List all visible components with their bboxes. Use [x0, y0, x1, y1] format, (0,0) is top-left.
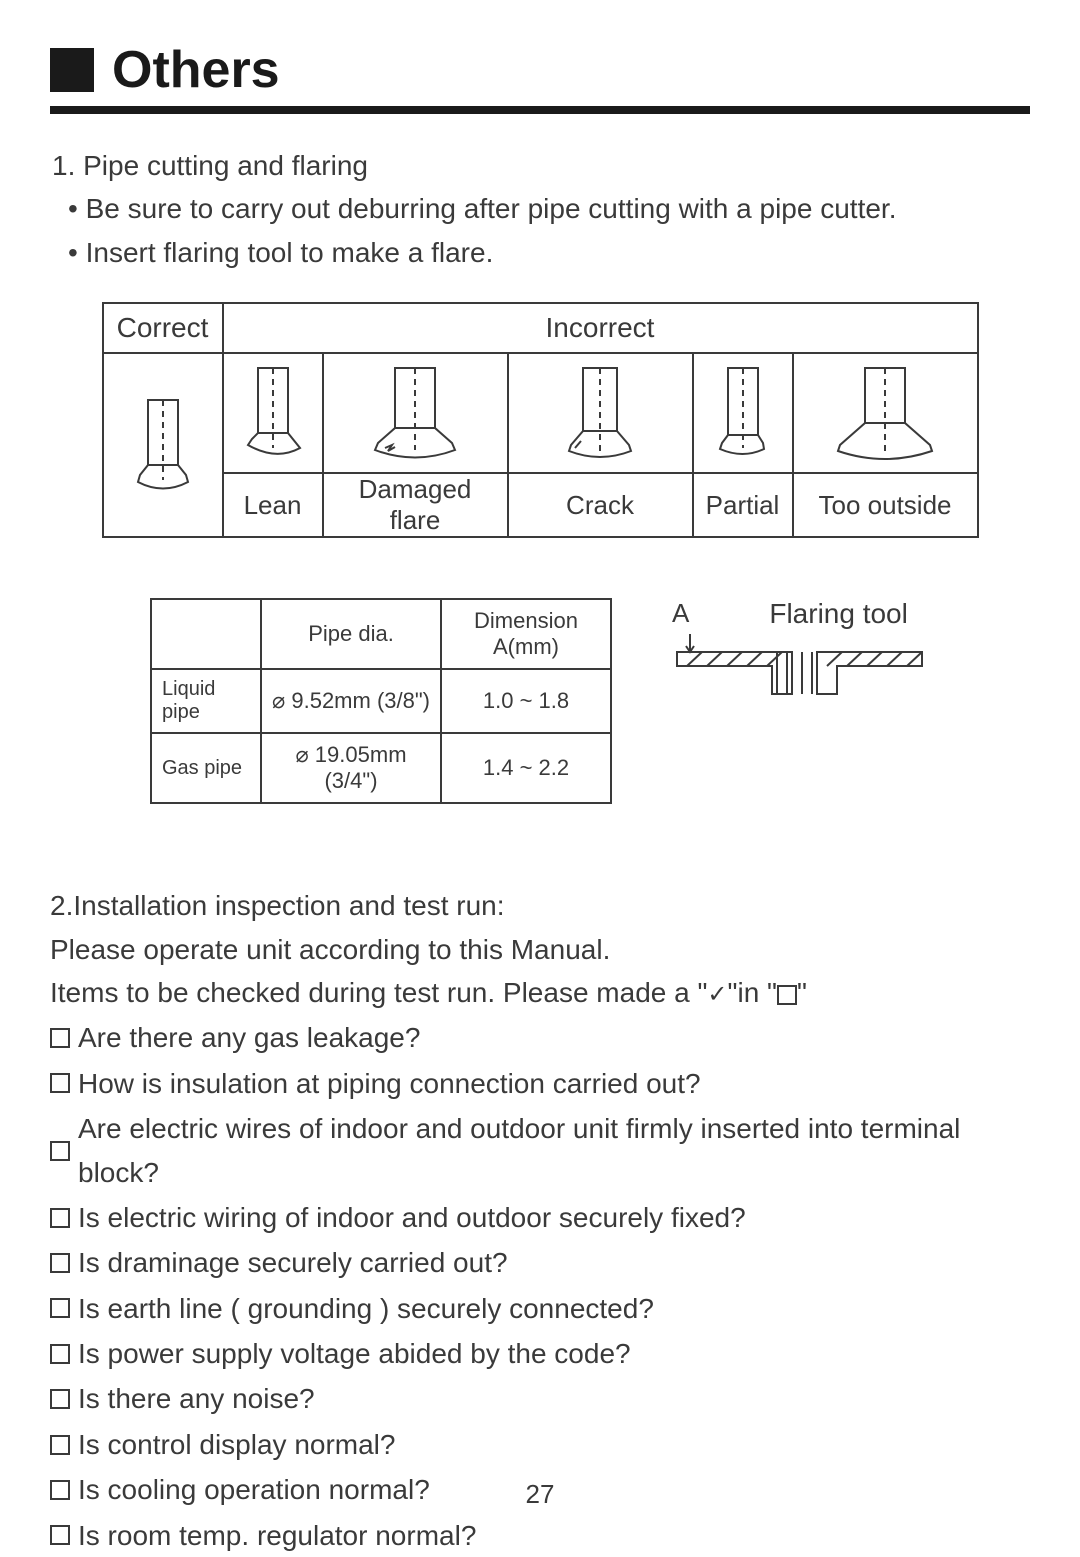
damaged-flare-cell: [323, 353, 508, 473]
flaring-tool-block: A Flaring tool: [672, 598, 962, 709]
checklist-item: Is earth line ( grounding ) securely con…: [50, 1287, 1030, 1330]
checklist-item-text: Is draminage securely carried out?: [78, 1241, 508, 1284]
checklist-item-text: Is there any noise?: [78, 1377, 315, 1420]
caption-partial: Partial: [693, 473, 793, 537]
section2-line1: Please operate unit according to this Ma…: [50, 928, 1030, 971]
checkbox-icon: [50, 1208, 70, 1228]
checklist-item: Is draminage securely carried out?: [50, 1241, 1030, 1284]
correct-flare-icon: [128, 395, 198, 495]
caption-too-outside: Too outside: [793, 473, 978, 537]
sample-checkbox-icon: [777, 985, 797, 1005]
flaring-tool-icon: [672, 634, 962, 704]
too-outside-flare-cell: [793, 353, 978, 473]
checkbox-icon: [50, 1435, 70, 1455]
dim-a-header: Dimension A(mm): [441, 599, 611, 669]
crack-flare-icon: [555, 363, 645, 463]
checklist-item-text: Is electric wiring of indoor and outdoor…: [78, 1196, 746, 1239]
section-title: Others: [112, 40, 280, 100]
checklist-item-text: Are electric wires of indoor and outdoor…: [78, 1107, 1030, 1194]
checkbox-icon: [50, 1389, 70, 1409]
lean-flare-cell: [223, 353, 323, 473]
too-outside-flare-icon: [830, 363, 940, 463]
crack-flare-cell: [508, 353, 693, 473]
header-bullet-square: [50, 48, 94, 92]
dim-row1-dim: 1.4 ~ 2.2: [441, 733, 611, 803]
checklist-item-text: How is insulation at piping connection c…: [78, 1062, 701, 1105]
partial-flare-icon: [708, 363, 778, 463]
section1-title: 1. Pipe cutting and flaring: [52, 144, 1030, 187]
checklist-item-text: Is room temp. regulator normal?: [78, 1514, 476, 1557]
checkbox-icon: [50, 1525, 70, 1545]
correct-header: Correct: [103, 303, 223, 353]
dimension-table: Pipe dia. Dimension A(mm) Liquid pipe ⌀ …: [150, 598, 612, 804]
checkbox-icon: [50, 1298, 70, 1318]
dim-row1-name: Gas pipe: [151, 733, 261, 803]
flare-comparison-table: Correct Incorrect: [102, 302, 979, 538]
checklist-container: Are there any gas leakage?How is insulat…: [50, 1016, 1030, 1557]
dim-row0-name: Liquid pipe: [151, 669, 261, 733]
correct-flare-cell: [103, 353, 223, 537]
section2-line2b: "in ": [728, 977, 777, 1008]
partial-flare-cell: [693, 353, 793, 473]
flaring-a-label: A: [672, 598, 689, 629]
lean-flare-icon: [238, 363, 308, 463]
section1-bullet1: • Be sure to carry out deburring after p…: [68, 187, 1030, 230]
section1-bullet2: • Insert flaring tool to make a flare.: [68, 231, 1030, 274]
header-rule: [50, 106, 1030, 114]
section1-block: 1. Pipe cutting and flaring • Be sure to…: [50, 144, 1030, 274]
dim-row0-dim: 1.0 ~ 1.8: [441, 669, 611, 733]
checklist-item-text: Is power supply voltage abided by the co…: [78, 1332, 631, 1375]
dim-row1-dia: ⌀ 19.05mm (3/4"): [261, 733, 441, 803]
checkbox-icon: [50, 1073, 70, 1093]
dim-row0-dia: ⌀ 9.52mm (3/8"): [261, 669, 441, 733]
checkbox-icon: [50, 1028, 70, 1048]
checklist-section: 2.Installation inspection and test run: …: [50, 884, 1030, 1557]
incorrect-header: Incorrect: [223, 303, 978, 353]
checklist-item: Is control display normal?: [50, 1423, 1030, 1466]
checklist-item: Is there any noise?: [50, 1377, 1030, 1420]
checklist-item: Is electric wiring of indoor and outdoor…: [50, 1196, 1030, 1239]
section1-bullet1-text: Be sure to carry out deburring after pip…: [86, 193, 897, 224]
page-number: 27: [0, 1479, 1080, 1510]
caption-lean: Lean: [223, 473, 323, 537]
section2-line2c: ": [797, 977, 807, 1008]
checkbox-icon: [50, 1344, 70, 1364]
section1-bullet2-text: Insert flaring tool to make a flare.: [86, 237, 494, 268]
dim-pipe-header: Pipe dia.: [261, 599, 441, 669]
damaged-flare-icon: [360, 363, 470, 463]
checklist-item: Is power supply voltage abided by the co…: [50, 1332, 1030, 1375]
section2-line2: Items to be checked during test run. Ple…: [50, 971, 1030, 1014]
section2-line2a: Items to be checked during test run. Ple…: [50, 977, 707, 1008]
caption-damaged: Damaged flare: [323, 473, 508, 537]
checklist-item-text: Is earth line ( grounding ) securely con…: [78, 1287, 654, 1330]
dim-empty-header: [151, 599, 261, 669]
checklist-item: Are electric wires of indoor and outdoor…: [50, 1107, 1030, 1194]
checklist-item-text: Is control display normal?: [78, 1423, 395, 1466]
section2-title: 2.Installation inspection and test run:: [50, 884, 1030, 927]
caption-crack: Crack: [508, 473, 693, 537]
checkbox-icon: [50, 1141, 70, 1161]
checklist-item: Is room temp. regulator normal?: [50, 1514, 1030, 1557]
checkbox-icon: [50, 1253, 70, 1273]
section-header: Others: [50, 40, 1030, 100]
checklist-item: How is insulation at piping connection c…: [50, 1062, 1030, 1105]
checklist-item-text: Are there any gas leakage?: [78, 1016, 420, 1059]
check-mark-icon: ✓: [707, 983, 727, 1007]
flaring-tool-label: Flaring tool: [769, 598, 908, 630]
checklist-item: Are there any gas leakage?: [50, 1016, 1030, 1059]
dimension-area: Pipe dia. Dimension A(mm) Liquid pipe ⌀ …: [150, 598, 1030, 804]
